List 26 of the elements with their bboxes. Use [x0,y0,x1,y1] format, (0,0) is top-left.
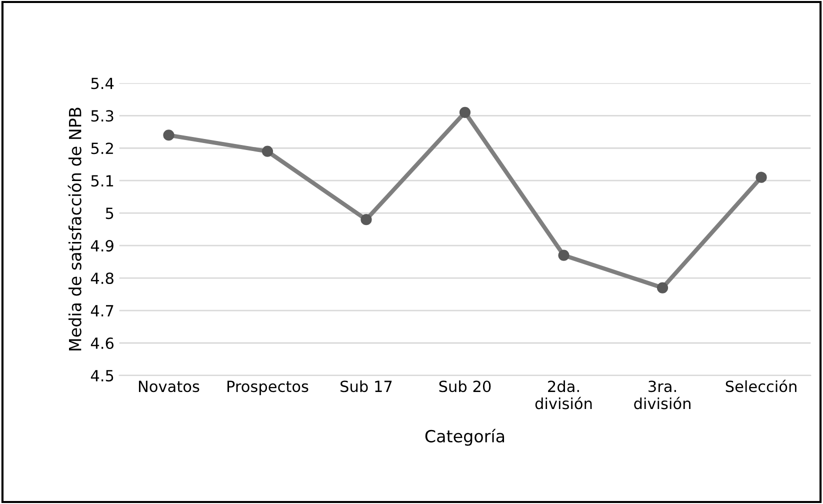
point [656,282,668,294]
x-tick-label: Prospectos [227,380,308,396]
y-tick-label: 4.6 [90,337,114,350]
y-tick-label: 5.2 [91,142,113,154]
y-axis-title: Media de satisfacción de NPB [68,108,82,350]
y-tick-label: 4.9 [90,240,114,252]
x-axis-title: Categoría [425,428,504,446]
point [558,250,570,261]
y-tick-label: 5.4 [91,78,114,90]
x-tick-label: Novatos [138,380,200,392]
x-tick-label: 2da. división [535,380,592,410]
x-tick-label: Sub 17 [340,380,392,392]
y-tick-label: 4.7 [90,305,114,316]
y-tick-label: 5.3 [91,110,114,122]
point [756,172,767,183]
y-tick-label: 4.8 [90,272,114,284]
point [459,106,471,118]
point [163,130,174,141]
x-tick-label: Sub 20 [439,380,491,392]
y-tick-label: 5.1 [91,175,114,187]
x-tick-label: 3ra. división [634,380,690,410]
x-tick-label: Selección [726,380,796,392]
y-tick-label: 5 [106,208,114,220]
point [360,214,372,226]
point [262,146,274,157]
y-tick-label: 4.5 [90,370,114,382]
